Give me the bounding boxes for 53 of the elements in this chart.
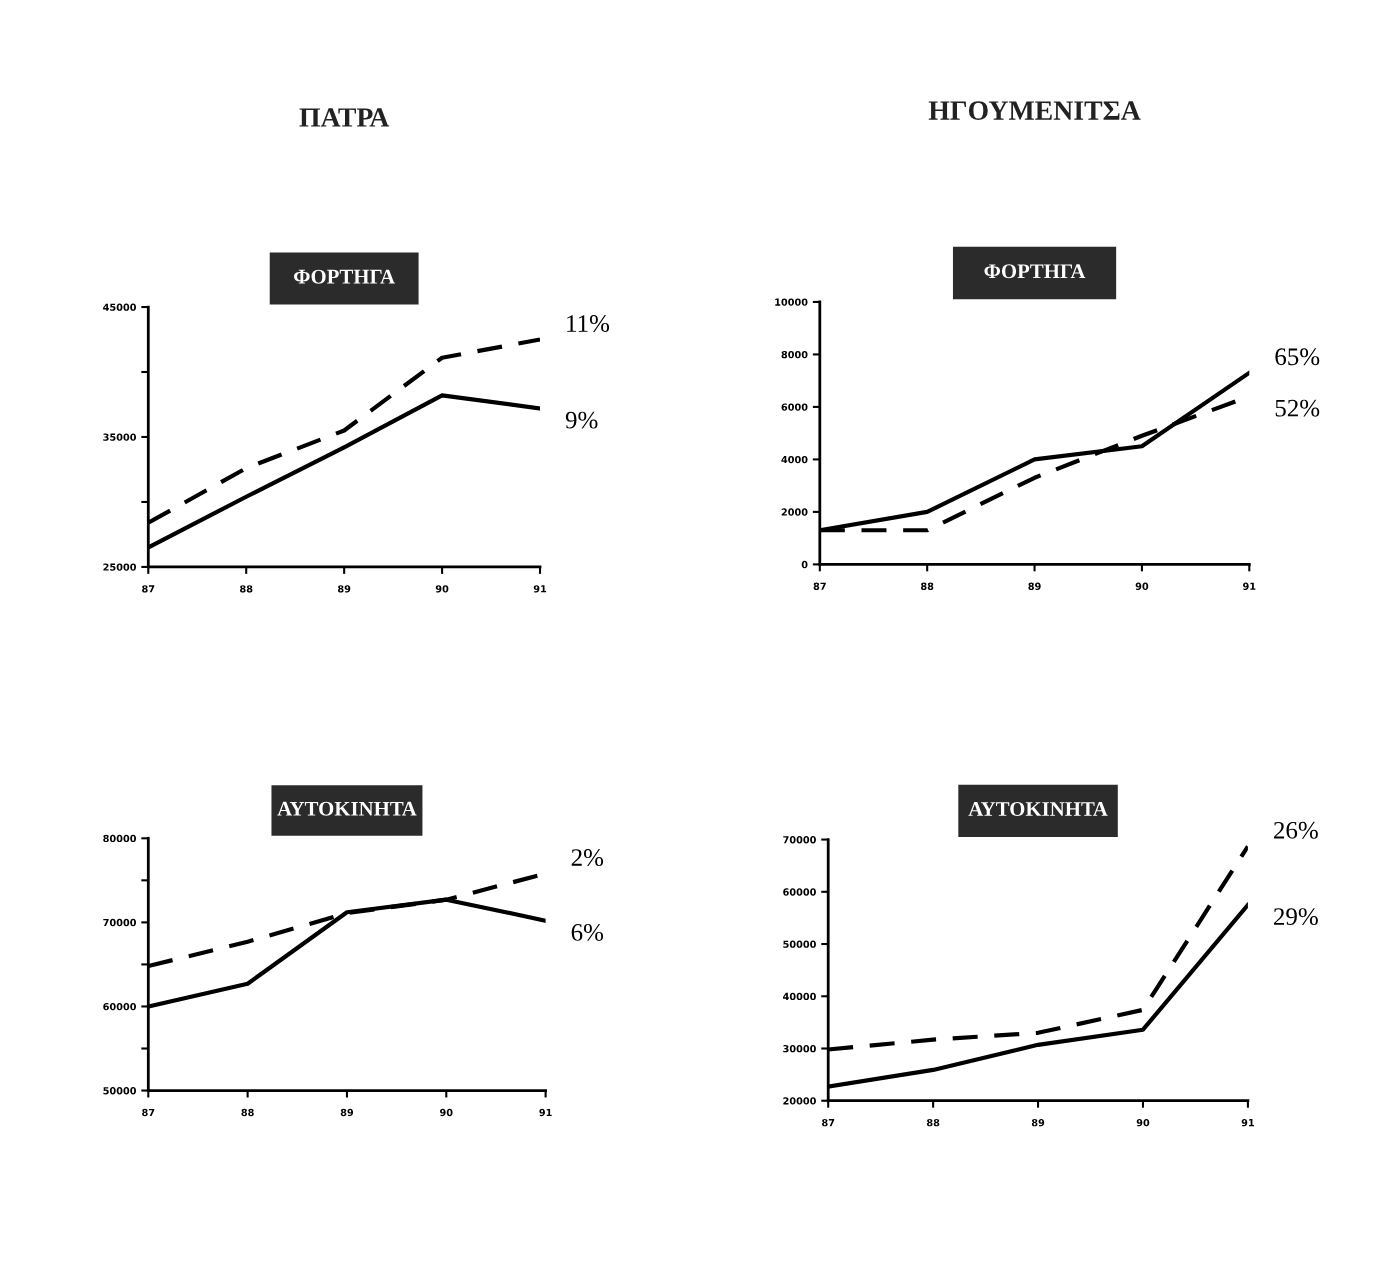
x-tick-label: 90 xyxy=(435,585,449,593)
text: 9% xyxy=(565,411,598,429)
y-tick-label: 50000 xyxy=(783,940,816,948)
y-tick-label: 20000 xyxy=(783,1097,816,1105)
text: 52% xyxy=(1275,399,1320,417)
x-tick-label: 88 xyxy=(240,585,253,593)
y-tick-label: 25000 xyxy=(103,563,137,571)
x-tick-label: 89 xyxy=(1028,582,1041,590)
text: 29% xyxy=(1274,908,1318,926)
x-tick-label: 91 xyxy=(533,585,547,593)
x-tick-label: 87 xyxy=(822,1118,835,1127)
x-tick-label: 88 xyxy=(241,1108,254,1117)
chart-title: ΗΓΟΥΜΕΝΙΤΣΑ xyxy=(928,101,1141,120)
chart-subtitle: ΦΟΡΤΗΓΑ xyxy=(294,269,395,284)
y-tick-label: 40000 xyxy=(783,992,816,1001)
y-tick-label: 8000 xyxy=(781,350,808,359)
y-tick-label: 45000 xyxy=(103,303,137,311)
y-tick-label: 60000 xyxy=(783,888,816,896)
x-tick-label: 89 xyxy=(1031,1118,1045,1127)
text: 11% xyxy=(567,315,610,332)
x-tick-label: 91 xyxy=(1241,1118,1254,1127)
chart-subtitle: ΑΥΤΟΚΙΝΗΤΑ xyxy=(968,802,1108,817)
x-tick-label: 87 xyxy=(142,585,155,593)
text: 6% xyxy=(571,923,604,941)
y-tick-label: 10000 xyxy=(775,298,808,306)
x-tick-label: 87 xyxy=(813,582,826,590)
x-tick-label: 90 xyxy=(440,1108,453,1117)
y-tick-label: 70000 xyxy=(783,836,816,844)
y-tick-label: 6000 xyxy=(781,403,808,411)
x-tick-label: 89 xyxy=(340,1108,354,1117)
chart-subtitle: ΦΟΡΤΗΓΑ xyxy=(984,264,1086,279)
x-tick-label: 91 xyxy=(1243,582,1256,590)
x-tick-label: 89 xyxy=(337,585,351,593)
y-tick-label: 60000 xyxy=(103,1002,137,1011)
text: 26% xyxy=(1274,821,1318,839)
x-tick-label: 91 xyxy=(539,1108,552,1117)
y-tick-label: 80000 xyxy=(103,834,137,843)
x-tick-label: 88 xyxy=(921,582,934,590)
y-tick-label: 35000 xyxy=(103,433,137,441)
y-tick-label: 50000 xyxy=(103,1087,137,1095)
x-tick-label: 88 xyxy=(926,1118,940,1127)
y-tick-label: 0 xyxy=(801,560,808,569)
text: 65% xyxy=(1275,348,1320,366)
text: 2% xyxy=(571,849,604,867)
y-tick-label: 4000 xyxy=(781,455,808,464)
x-tick-label: 87 xyxy=(142,1108,155,1117)
y-tick-label: 2000 xyxy=(781,508,808,516)
chart-subtitle: ΑΥΤΟΚΙΝΗΤΑ xyxy=(277,801,417,816)
y-tick-label: 30000 xyxy=(783,1044,816,1053)
y-tick-label: 70000 xyxy=(103,918,137,927)
x-tick-label: 90 xyxy=(1135,582,1149,590)
chart-title: ΠΑΤΡΑ xyxy=(299,108,390,127)
x-tick-label: 90 xyxy=(1136,1118,1150,1127)
